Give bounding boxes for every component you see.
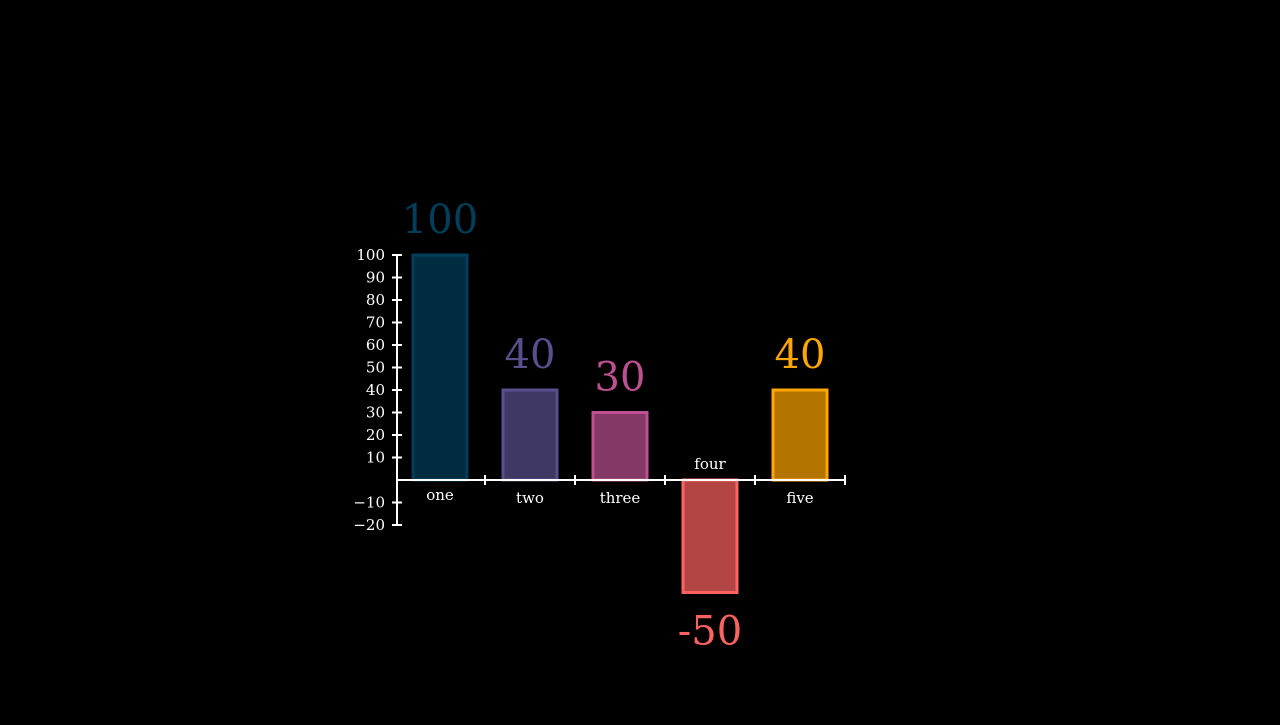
y-tick-label: 40: [366, 381, 385, 399]
y-tick-label: 80: [366, 291, 385, 309]
y-tick-label: −20: [353, 516, 385, 534]
category-label-four: four: [694, 455, 726, 473]
y-tick-label: 100: [356, 246, 385, 264]
y-tick-label: 90: [366, 269, 385, 287]
bar-one: [411, 253, 469, 482]
bar-two: [501, 388, 559, 482]
y-tick-label: 20: [366, 426, 385, 444]
y-tick-label: −10: [353, 494, 385, 512]
value-label-five: 40: [775, 332, 826, 378]
category-label-one: one: [426, 486, 454, 504]
y-tick-label: 10: [366, 449, 385, 467]
y-tick-label: 30: [366, 404, 385, 422]
y-tick-label: 50: [366, 359, 385, 377]
value-label-three: 30: [595, 355, 646, 401]
bar-three: [591, 411, 649, 482]
category-label-three: three: [600, 489, 641, 507]
value-label-four: -50: [678, 609, 742, 655]
value-label-one: 100: [402, 197, 478, 243]
value-label-two: 40: [505, 332, 556, 378]
y-tick-label: 70: [366, 314, 385, 332]
bar-five: [771, 388, 829, 482]
bar-four: [681, 478, 739, 594]
category-label-five: five: [786, 489, 813, 507]
category-label-two: two: [516, 489, 544, 507]
y-tick-label: 60: [366, 336, 385, 354]
